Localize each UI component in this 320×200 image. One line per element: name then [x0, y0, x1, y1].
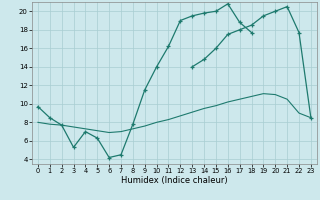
X-axis label: Humidex (Indice chaleur): Humidex (Indice chaleur) — [121, 176, 228, 185]
